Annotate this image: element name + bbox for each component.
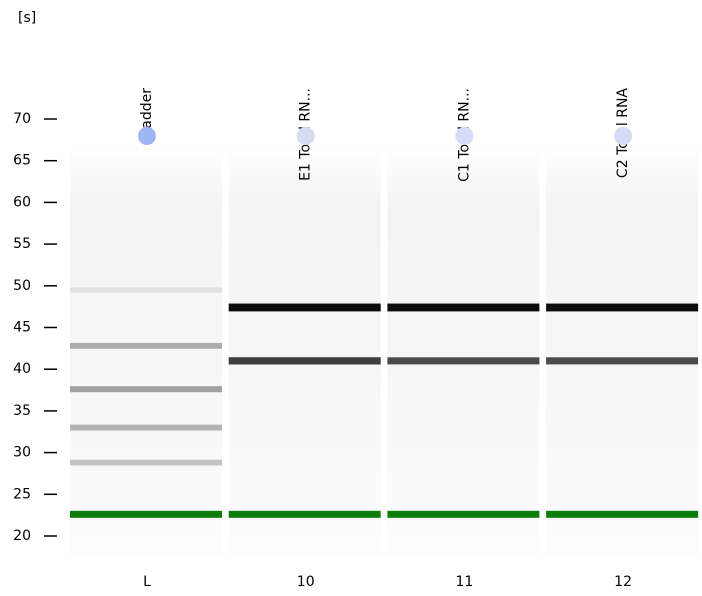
y-tick-label: 20 <box>13 528 31 544</box>
band <box>387 357 540 365</box>
band <box>70 424 222 431</box>
y-tick-label: 65 <box>13 153 31 169</box>
lane-dot <box>296 127 315 145</box>
lane-label: 10 <box>297 574 315 590</box>
band <box>228 303 381 312</box>
lane-dot <box>138 127 156 145</box>
lane-label: 12 <box>614 574 632 590</box>
band <box>228 357 381 365</box>
marker-band <box>70 510 222 518</box>
lane <box>387 145 540 555</box>
lane-label: L <box>143 574 151 590</box>
lane <box>546 145 699 555</box>
y-tick-label: 45 <box>13 320 31 336</box>
marker-band <box>228 510 381 518</box>
band <box>70 342 222 349</box>
lane-dot <box>455 127 474 145</box>
y-tick-label: 55 <box>13 236 31 252</box>
y-tick-label: 30 <box>13 445 31 461</box>
band <box>546 357 699 365</box>
lane-label: 11 <box>455 574 473 590</box>
y-tick-label: 50 <box>13 278 31 294</box>
y-tick-label: 25 <box>13 486 31 502</box>
lane-dot <box>614 127 633 145</box>
y-tick-label: 35 <box>13 403 31 419</box>
band <box>387 303 540 312</box>
y-tick-label: 70 <box>13 111 31 127</box>
y-tick-label: 40 <box>13 361 31 377</box>
band <box>70 287 222 293</box>
band <box>70 459 222 466</box>
y-unit-label: [s] <box>18 10 36 26</box>
lane <box>228 145 381 555</box>
band <box>70 386 222 393</box>
band <box>546 303 699 312</box>
lane-name: Ladder <box>139 88 155 137</box>
lane <box>70 145 222 555</box>
y-tick-label: 60 <box>13 194 31 210</box>
marker-band <box>387 510 540 518</box>
marker-band <box>546 510 699 518</box>
